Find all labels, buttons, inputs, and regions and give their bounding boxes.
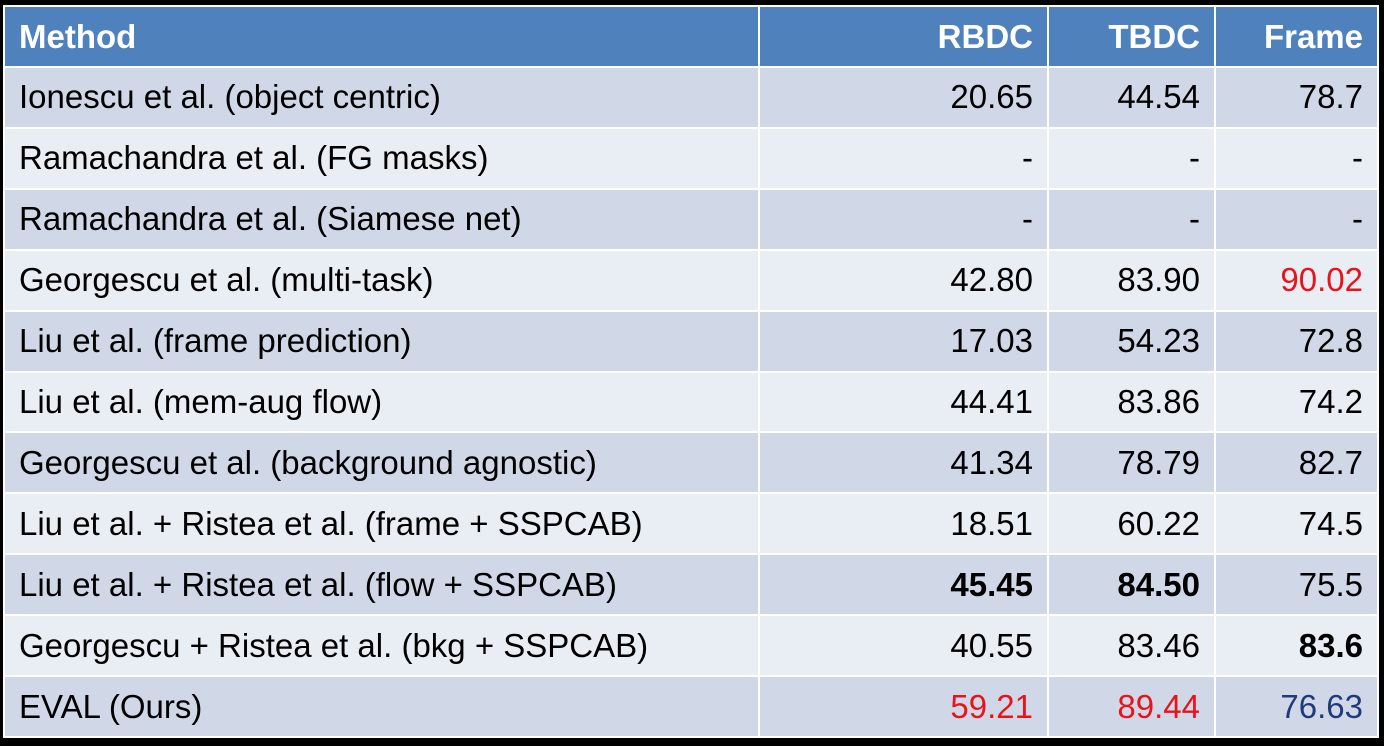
cell-rbdc: 20.65 xyxy=(758,66,1049,129)
cell-rbdc: 45.45 xyxy=(758,553,1049,617)
cell-frame: 90.02 xyxy=(1214,248,1379,312)
cell-rbdc: 42.80 xyxy=(758,248,1049,312)
cell-tbdc: 54.23 xyxy=(1047,309,1216,373)
cell-tbdc: - xyxy=(1047,126,1216,190)
table-header-row: Method RBDC TBDC Frame xyxy=(3,5,1379,68)
cell-method: Liu et al. + Ristea et al. (frame + SSPC… xyxy=(3,492,760,556)
table-row: Liu et al. (frame prediction) 17.03 54.23 7… xyxy=(3,309,1379,373)
cell-frame: 74.2 xyxy=(1214,370,1379,434)
table-row: EVAL (Ours) 59.21 89.44 76.63 xyxy=(3,675,1379,738)
cell-tbdc: 89.44 xyxy=(1047,675,1216,738)
table-row: Ramachandra et al. (Siamese net) - - - xyxy=(3,187,1379,251)
cell-method: Liu et al. (frame prediction) xyxy=(3,309,760,373)
cell-method: Ramachandra et al. (FG masks) xyxy=(3,126,760,190)
table-row: Liu et al. (mem-aug flow) 44.41 83.86 74.2 xyxy=(3,370,1379,434)
cell-tbdc: 84.50 xyxy=(1047,553,1216,617)
cell-tbdc: 83.86 xyxy=(1047,370,1216,434)
table-row: Liu et al. + Ristea et al. (frame + SSPC… xyxy=(3,492,1379,556)
cell-tbdc: 78.79 xyxy=(1047,431,1216,495)
cell-rbdc: - xyxy=(758,126,1049,190)
cell-tbdc: - xyxy=(1047,187,1216,251)
cell-rbdc: 44.41 xyxy=(758,370,1049,434)
cell-frame: - xyxy=(1214,126,1379,190)
table-row: Ionescu et al. (object centric) 20.65 44.5… xyxy=(3,66,1379,129)
cell-frame: 75.5 xyxy=(1214,553,1379,617)
cell-tbdc: 83.46 xyxy=(1047,614,1216,678)
cell-frame: - xyxy=(1214,187,1379,251)
cell-method: Liu et al. + Ristea et al. (flow + SSPCA… xyxy=(3,553,760,617)
cell-rbdc: 40.55 xyxy=(758,614,1049,678)
cell-frame: 78.7 xyxy=(1214,66,1379,129)
column-header-rbdc: RBDC xyxy=(758,5,1049,68)
cell-rbdc: - xyxy=(758,187,1049,251)
table-row: Georgescu + Ristea et al. (bkg + SSPCAB)… xyxy=(3,614,1379,678)
cell-method: Ramachandra et al. (Siamese net) xyxy=(3,187,760,251)
table-row: Georgescu et al. (multi-task) 42.80 83.90 9… xyxy=(3,248,1379,312)
cell-frame: 83.6 xyxy=(1214,614,1379,678)
cell-method: Georgescu + Ristea et al. (bkg + SSPCAB) xyxy=(3,614,760,678)
table-row: Georgescu et al. (background agnostic) 41… xyxy=(3,431,1379,495)
cell-frame: 82.7 xyxy=(1214,431,1379,495)
cell-method: Georgescu et al. (background agnostic) xyxy=(3,431,760,495)
column-header-tbdc: TBDC xyxy=(1047,5,1216,68)
results-table: Method RBDC TBDC Frame Ionescu et al. (o… xyxy=(3,5,1379,738)
cell-method: EVAL (Ours) xyxy=(3,675,760,738)
cell-frame: 74.5 xyxy=(1214,492,1379,556)
cell-rbdc: 59.21 xyxy=(758,675,1049,738)
column-header-method: Method xyxy=(3,5,760,68)
table-row: Liu et al. + Ristea et al. (flow + SSPCA… xyxy=(3,553,1379,617)
cell-tbdc: 60.22 xyxy=(1047,492,1216,556)
cell-tbdc: 44.54 xyxy=(1047,66,1216,129)
results-table-container: Method RBDC TBDC Frame Ionescu et al. (o… xyxy=(3,5,1379,738)
cell-rbdc: 18.51 xyxy=(758,492,1049,556)
cell-method: Liu et al. (mem-aug flow) xyxy=(3,370,760,434)
cell-tbdc: 83.90 xyxy=(1047,248,1216,312)
cell-rbdc: 41.34 xyxy=(758,431,1049,495)
cell-method: Georgescu et al. (multi-task) xyxy=(3,248,760,312)
cell-frame: 76.63 xyxy=(1214,675,1379,738)
table-row: Ramachandra et al. (FG masks) - - - xyxy=(3,126,1379,190)
cell-method: Ionescu et al. (object centric) xyxy=(3,66,760,129)
column-header-frame: Frame xyxy=(1214,5,1379,68)
cell-frame: 72.8 xyxy=(1214,309,1379,373)
cell-rbdc: 17.03 xyxy=(758,309,1049,373)
